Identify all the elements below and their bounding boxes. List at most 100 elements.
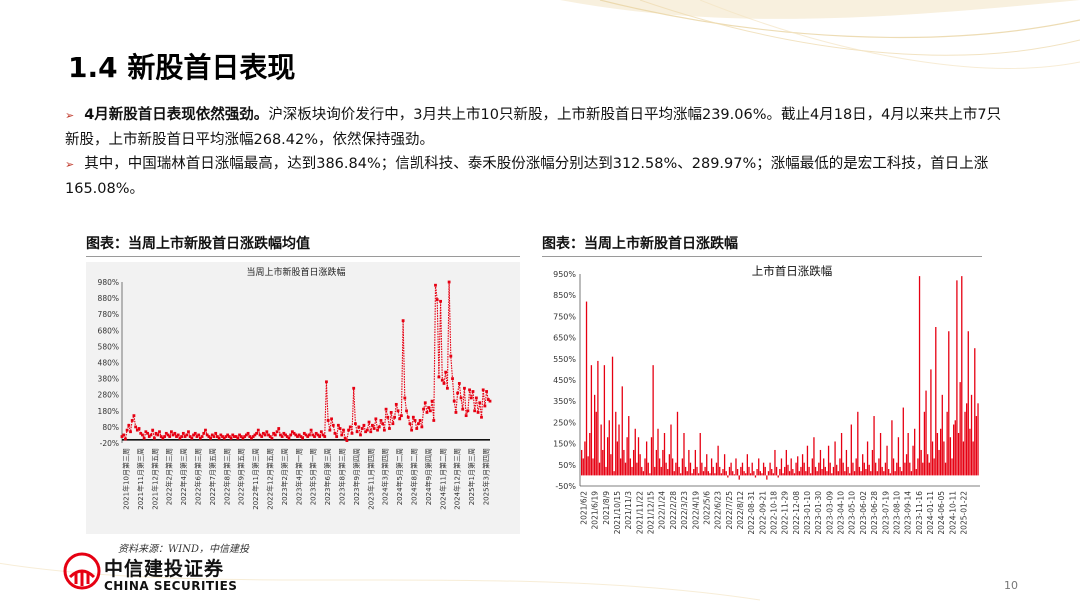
data-bar <box>972 441 974 476</box>
x-tick-label: 2023年4月第一周 <box>294 448 303 505</box>
data-bar <box>787 464 789 476</box>
data-bar <box>645 441 648 476</box>
data-bar <box>771 469 773 476</box>
data-point <box>359 433 362 437</box>
x-tick-label: 2025-01-22 <box>960 491 969 534</box>
data-bar <box>975 416 978 476</box>
data-point <box>468 388 471 392</box>
data-point <box>342 428 345 432</box>
data-bar <box>879 433 882 476</box>
data-bar <box>961 276 963 476</box>
data-bar <box>808 466 810 476</box>
data-bar <box>818 462 820 476</box>
data-bar <box>826 471 828 476</box>
data-bar <box>668 454 671 476</box>
x-tick-label: 2021/12/15 <box>647 491 656 534</box>
data-bar <box>863 462 865 476</box>
data-bar <box>946 411 948 476</box>
data-bar <box>873 416 875 476</box>
data-point <box>483 404 487 408</box>
chart-title: 当周上市新股首日涨跌幅 <box>246 266 345 278</box>
data-point <box>406 415 410 419</box>
data-bar <box>749 473 752 476</box>
data-point <box>411 415 415 419</box>
data-point <box>331 423 335 427</box>
x-tick-label: 2023年11月第四周 <box>366 448 375 510</box>
x-tick-label: 2023-09-14 <box>904 491 913 534</box>
data-bar <box>637 437 640 476</box>
data-point <box>214 431 218 435</box>
data-bar <box>821 469 823 476</box>
data-bar <box>862 454 864 476</box>
data-bar <box>954 420 956 476</box>
data-point <box>219 433 223 437</box>
data-point <box>236 436 240 440</box>
data-bar <box>584 441 586 476</box>
data-bar <box>611 356 614 476</box>
y-tick-label: 680% <box>98 326 119 335</box>
data-point <box>221 435 224 438</box>
data-point <box>210 433 214 437</box>
y-tick-label: 950% <box>553 270 576 279</box>
data-point <box>474 396 478 400</box>
data-point <box>297 433 301 437</box>
data-point <box>434 283 437 287</box>
data-bar <box>714 473 716 476</box>
data-bar <box>910 471 913 476</box>
data-point <box>389 411 393 414</box>
data-point <box>311 433 315 437</box>
data-bar <box>803 462 805 476</box>
data-point <box>287 436 291 440</box>
data-point <box>260 435 264 438</box>
data-bar <box>684 466 687 476</box>
x-tick-label: 2023-04-10 <box>837 491 846 534</box>
data-point <box>130 419 134 422</box>
data-point <box>430 399 434 403</box>
data-point <box>125 428 129 432</box>
data-bar <box>693 469 695 476</box>
x-tick-label: 2022-12-08 <box>792 491 801 534</box>
data-bar <box>670 424 672 476</box>
data-point <box>485 390 488 393</box>
data-point <box>478 401 482 405</box>
data-point <box>423 401 427 405</box>
data-bar <box>901 471 903 476</box>
x-tick-label: 2021/11/22 <box>635 491 644 534</box>
data-point <box>255 431 258 435</box>
data-bar <box>657 428 659 476</box>
data-point <box>343 436 347 440</box>
data-point <box>270 436 274 440</box>
data-point <box>272 431 276 435</box>
data-bar <box>762 462 765 476</box>
bullet-2-text: 其中，中国瑞林首日涨幅最高，达到386.84%；信凯科技、泰禾股份涨幅分别达到3… <box>65 156 989 197</box>
data-point <box>251 435 255 438</box>
y-tick-label: 780% <box>98 310 119 319</box>
data-bar <box>823 458 825 476</box>
data-bar <box>797 456 799 476</box>
data-point <box>243 435 247 438</box>
data-bar <box>777 475 779 478</box>
data-bar <box>912 445 914 476</box>
data-bar <box>888 469 890 476</box>
data-point <box>132 414 136 418</box>
x-tick-label: 2024年8月第二周 <box>410 448 419 505</box>
data-bar <box>853 471 856 476</box>
data-bar <box>897 437 900 476</box>
x-tick-label: 2022年6月第三周 <box>194 448 203 505</box>
data-bar <box>740 466 742 476</box>
y-tick-label: 150% <box>553 440 576 449</box>
data-bar <box>930 369 932 476</box>
x-tick-label: 2024年9月第四周 <box>424 448 433 505</box>
data-bar <box>667 469 669 476</box>
data-bar <box>805 471 807 476</box>
bullet-1: ➢ 4月新股首日表现依然强劲。沪深板块询价发行中，3月共上市10只新股，上市新股首… <box>65 103 1015 152</box>
data-point <box>394 402 398 406</box>
data-bar <box>813 437 815 476</box>
data-point <box>282 431 286 435</box>
data-point <box>461 407 465 411</box>
company-name-cn: 中信建投证券 <box>104 558 225 580</box>
data-bar <box>606 437 609 476</box>
y-tick-label: 580% <box>98 342 119 351</box>
data-point <box>147 435 151 438</box>
company-name-en: CHINA SECURITIES <box>104 579 238 593</box>
